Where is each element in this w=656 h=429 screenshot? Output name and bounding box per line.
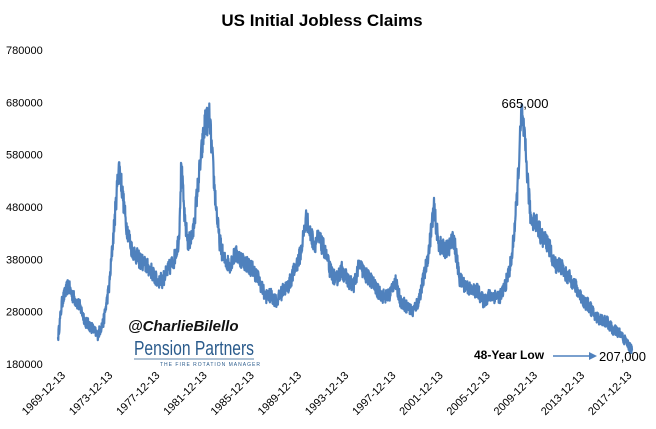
y-tick-label: 380000 <box>6 254 43 266</box>
x-tick-label: 1977-12-13 <box>114 370 162 418</box>
x-tick-label: 2005-12-13 <box>445 370 493 418</box>
x-tick-label: 2013-12-13 <box>539 370 587 418</box>
annotation-peak-665000: 665,000 <box>502 96 549 111</box>
x-tick-label: 2017-12-13 <box>586 370 634 418</box>
x-tick-label: 2009-12-13 <box>492 370 540 418</box>
x-tick-label: 1981-12-13 <box>161 370 209 418</box>
y-tick-label: 480000 <box>6 202 43 214</box>
x-axis: 1969-12-131973-12-131977-12-131981-12-13… <box>20 370 635 418</box>
x-tick-label: 1985-12-13 <box>209 370 257 418</box>
y-tick-label: 180000 <box>6 359 43 371</box>
callout-48-year-low: 48-Year Low <box>474 348 597 362</box>
x-tick-label: 1989-12-13 <box>256 370 304 418</box>
logo-text: Pension Partners <box>134 338 254 360</box>
callout-label: 48-Year Low <box>474 348 545 362</box>
x-tick-label: 1969-12-13 <box>20 370 68 418</box>
callout-arrow-head <box>589 352 597 360</box>
y-tick-label: 280000 <box>6 307 43 319</box>
y-tick-label: 780000 <box>6 45 43 57</box>
watermark-handle: @CharlieBilello <box>128 318 239 335</box>
x-tick-label: 2001-12-13 <box>397 370 445 418</box>
annotation-low-207000: 207,000 <box>599 349 646 364</box>
x-tick-label: 1997-12-13 <box>350 370 398 418</box>
x-tick-label: 1993-12-13 <box>303 370 351 418</box>
x-tick-label: 1973-12-13 <box>67 370 115 418</box>
chart-title: US Initial Jobless Claims <box>221 11 422 30</box>
logo-tagline: THE FIRE ROTATION MANAGER <box>160 362 261 368</box>
y-tick-label: 580000 <box>6 150 43 162</box>
pension-partners-logo: Pension Partners THE FIRE ROTATION MANAG… <box>134 338 261 368</box>
series-line-initial-claims <box>56 102 634 355</box>
y-tick-label: 680000 <box>6 97 43 109</box>
y-axis: 180000 280000 380000 480000 580000 680000 7800… <box>6 45 43 371</box>
